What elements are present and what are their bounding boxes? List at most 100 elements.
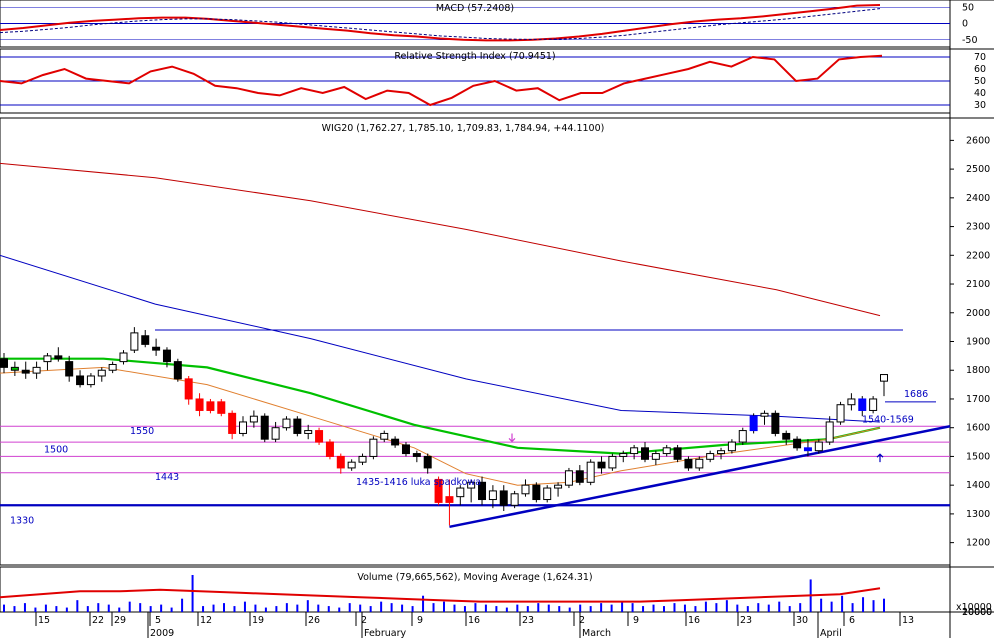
candle-body <box>282 418 291 429</box>
candle-body <box>315 430 324 443</box>
candle-body <box>21 369 30 374</box>
candle <box>597 456 606 474</box>
candle <box>803 439 812 457</box>
candle-body <box>217 401 226 414</box>
price-y-tick: 1600 <box>966 423 990 434</box>
candle-body <box>706 453 715 460</box>
x-tick-label: 26 <box>308 615 320 626</box>
candle <box>467 479 476 503</box>
candle-body <box>564 470 573 486</box>
candle-body <box>195 398 204 411</box>
candle-body <box>10 366 19 371</box>
candle <box>858 396 867 417</box>
candle <box>727 439 736 454</box>
candle-body <box>173 361 182 380</box>
candle <box>282 416 291 431</box>
candle <box>456 485 465 506</box>
candle-body <box>380 432 389 440</box>
volume-unit-label: x10000 <box>956 602 992 613</box>
rsi-y-tick: 60 <box>974 64 986 75</box>
candle <box>619 450 628 463</box>
candle-body <box>662 447 671 455</box>
candle <box>184 375 193 405</box>
candle-body <box>510 493 519 506</box>
candle-body <box>880 374 888 382</box>
candle <box>814 439 823 454</box>
candle-body <box>847 398 856 406</box>
candle <box>228 410 237 440</box>
up-arrow-marker <box>876 453 884 463</box>
candle <box>695 456 704 471</box>
candle <box>543 485 552 503</box>
candle-body <box>54 355 63 360</box>
candle-body <box>86 375 95 386</box>
candle <box>86 373 95 388</box>
candle-body <box>434 478 443 503</box>
candle-body <box>293 418 302 434</box>
candle-body <box>325 441 334 457</box>
candle <box>684 456 693 471</box>
candle-body <box>108 363 117 371</box>
candle <box>836 401 845 425</box>
candle <box>141 330 150 348</box>
month-label: 2009 <box>150 628 174 638</box>
candle <box>293 416 302 437</box>
price-y-tick: 1200 <box>966 538 990 549</box>
candle <box>206 398 215 414</box>
x-tick-label: 30 <box>796 615 808 626</box>
candle <box>65 355 74 382</box>
ma-line-2 <box>0 357 881 455</box>
candle-body <box>521 484 530 495</box>
candle-body <box>358 455 367 463</box>
volume-y-tick: 10000 <box>962 607 992 618</box>
candle <box>782 430 791 445</box>
volume-y-tick: 20000 <box>962 607 992 618</box>
candle-body <box>825 421 834 443</box>
candle <box>325 439 334 460</box>
candle <box>32 361 41 379</box>
candle <box>130 327 139 353</box>
candle <box>825 416 834 445</box>
rsi-y-tick: 70 <box>974 52 986 63</box>
candle <box>369 436 378 460</box>
x-tick-label: 16 <box>688 615 700 626</box>
candle <box>162 347 171 368</box>
x-tick-label: 5 <box>155 615 161 626</box>
candle-body <box>803 447 812 452</box>
candle <box>706 450 715 463</box>
candle <box>488 485 497 509</box>
candle-body <box>478 481 487 501</box>
candle <box>336 453 345 474</box>
price-annotation: 1443 <box>155 472 179 483</box>
macd-y-tick: -50 <box>962 35 978 46</box>
candle-body <box>347 461 356 469</box>
macd-series-1 <box>0 8 881 40</box>
candle <box>760 410 769 425</box>
candle-body <box>651 453 660 460</box>
candle <box>54 347 63 362</box>
candle-body <box>543 487 552 501</box>
x-tick-label: 15 <box>38 615 50 626</box>
price-y-tick: 2100 <box>966 279 990 290</box>
candle <box>640 442 649 463</box>
candle-body <box>532 484 541 501</box>
candle <box>510 490 519 509</box>
candle <box>315 427 324 445</box>
candle <box>630 444 639 460</box>
price-annotation: 1330 <box>10 515 34 526</box>
candle <box>717 447 726 460</box>
candle-body <box>814 441 823 452</box>
candle <box>239 416 248 437</box>
x-tick-label: 6 <box>849 615 855 626</box>
x-tick-label: 2 <box>361 615 367 626</box>
candle-body <box>249 415 258 423</box>
candle-body <box>738 430 747 443</box>
candle <box>434 476 443 506</box>
candle-body <box>391 438 400 446</box>
candle <box>108 361 117 374</box>
price-y-tick: 2000 <box>966 308 990 319</box>
candle-body <box>304 430 313 434</box>
candle <box>152 338 161 356</box>
candle <box>771 410 780 437</box>
